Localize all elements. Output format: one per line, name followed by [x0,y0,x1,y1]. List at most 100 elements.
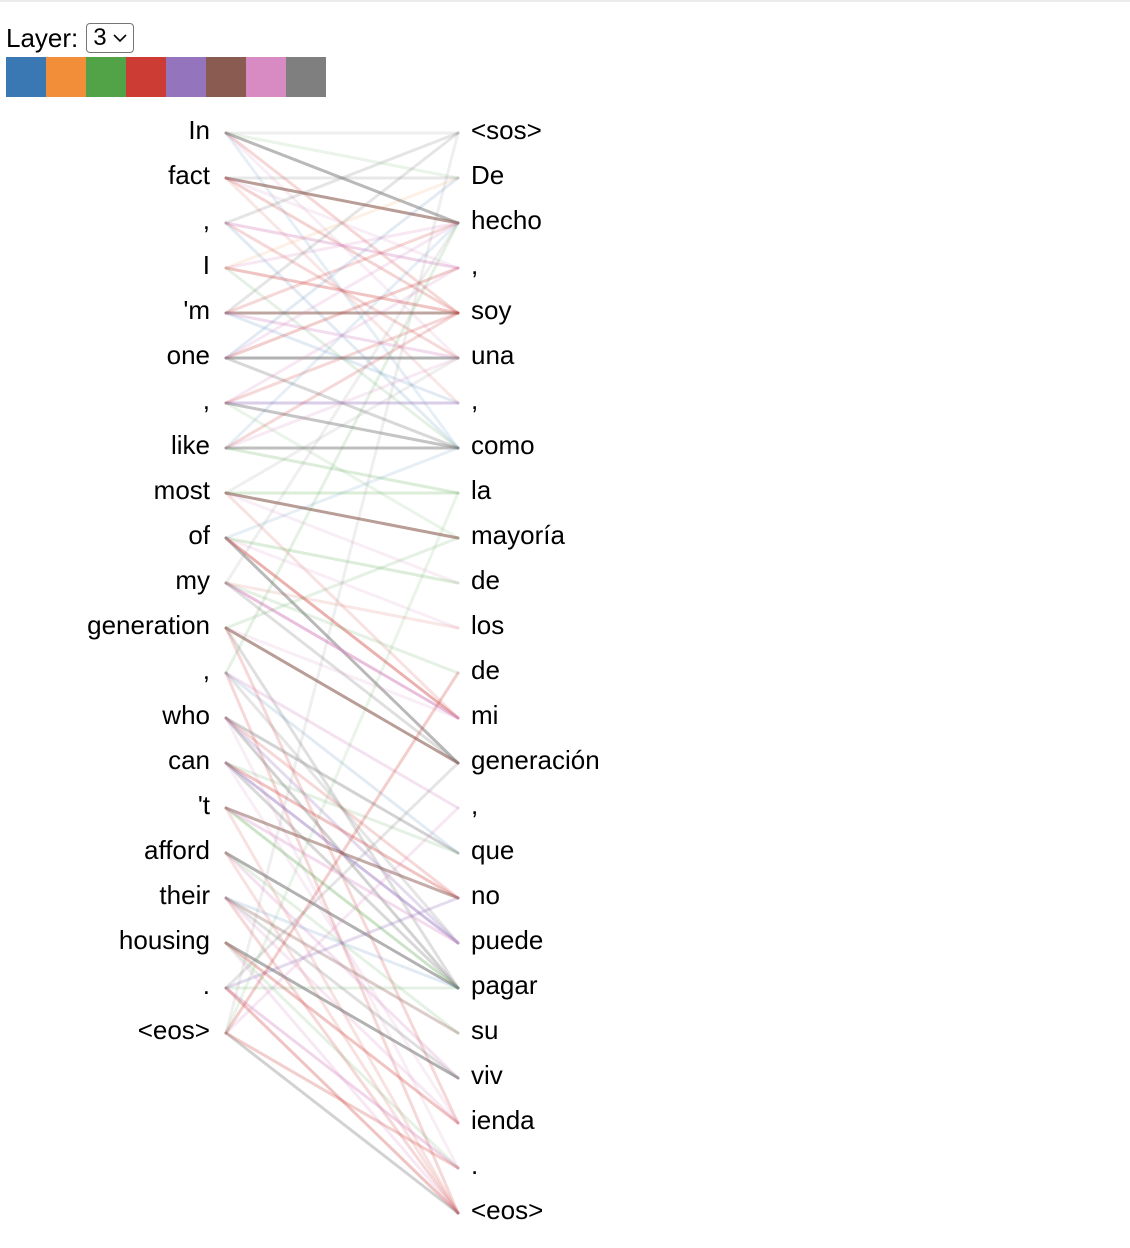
target-token[interactable]: mi [471,700,498,730]
attention-link [224,986,460,1170]
head-swatch-2[interactable] [46,57,86,97]
head-swatch-7[interactable] [246,57,286,97]
attention-link [224,446,460,495]
attention-link [224,176,460,270]
attention-link [224,491,460,585]
attention-link [224,806,460,1035]
source-token[interactable]: 'm [183,295,210,325]
attention-link [224,671,460,855]
chevron-down-icon [113,33,127,43]
attention-link [224,716,460,945]
attention-link [224,491,460,1035]
attention-link [224,626,460,720]
attention-link [224,491,460,540]
head-swatch-8[interactable] [286,57,326,97]
target-token[interactable]: hecho [471,205,542,235]
source-token[interactable]: housing [119,925,210,955]
attention-link [224,266,460,405]
source-token[interactable]: their [159,880,210,910]
target-token[interactable]: <sos> [471,115,542,145]
head-swatch-1[interactable] [6,57,46,97]
source-token[interactable]: 't [198,790,211,820]
top-divider [0,0,1130,2]
attention-link [224,1031,460,1215]
attention-link [224,671,460,945]
attention-link [224,806,460,990]
source-token[interactable]: generation [87,610,210,640]
head-swatch-4[interactable] [126,57,166,97]
attention-link [224,356,460,495]
source-token[interactable]: of [188,520,210,550]
attention-link [224,356,460,450]
target-token[interactable]: generación [471,745,600,775]
source-token[interactable]: who [161,700,210,730]
attention-link [224,941,460,1125]
target-token[interactable]: <eos> [471,1195,543,1225]
attention-link [224,806,460,945]
attention-link [224,896,460,990]
attention-link [224,311,460,450]
source-token[interactable]: afford [144,835,210,865]
target-token[interactable]: puede [471,925,543,955]
attention-link [224,896,460,1215]
attention-link [224,851,460,1080]
target-token[interactable]: , [471,385,478,415]
head-swatch-3[interactable] [86,57,126,97]
target-token[interactable]: de [471,655,500,685]
attention-link [224,941,460,1170]
target-token[interactable]: como [471,430,535,460]
attention-link [224,761,460,855]
attention-link [224,131,460,225]
source-token[interactable]: <eos> [138,1015,210,1045]
layer-select[interactable]: 3 [86,23,134,53]
source-token[interactable]: , [203,655,210,685]
source-token[interactable]: I [203,250,210,280]
attention-link [224,941,460,1215]
target-token[interactable]: . [471,1150,478,1180]
target-token[interactable]: De [471,160,504,190]
source-token[interactable]: . [203,970,210,1000]
target-token[interactable]: que [471,835,514,865]
target-token[interactable]: , [471,790,478,820]
attention-link [224,806,460,900]
attention-link [224,896,460,1035]
attention-link [224,851,460,990]
target-token[interactable]: viv [471,1060,503,1090]
target-token[interactable]: los [471,610,504,640]
attention-link [224,761,460,990]
source-token[interactable]: , [203,385,210,415]
source-token[interactable]: most [154,475,211,505]
attention-link [224,221,460,360]
source-token[interactable]: fact [168,160,211,190]
attention-link [224,176,460,360]
target-token[interactable]: de [471,565,500,595]
source-token[interactable]: like [171,430,210,460]
head-swatch-5[interactable] [166,57,206,97]
attention-link [224,536,460,630]
target-token[interactable]: ienda [471,1105,535,1135]
head-swatch-6[interactable] [206,57,246,97]
source-token[interactable]: one [167,340,210,370]
target-token[interactable]: , [471,250,478,280]
source-token[interactable]: In [188,115,210,145]
target-token[interactable]: su [471,1015,498,1045]
attention-link [224,581,460,675]
attention-link [224,221,460,675]
source-token[interactable]: can [168,745,210,775]
target-token[interactable]: soy [471,295,511,325]
attention-link [224,131,460,315]
target-token[interactable]: la [471,475,492,505]
attention-link [224,626,460,765]
target-token[interactable]: una [471,340,515,370]
target-tokens: <sos> De hecho, soy una, como la mayoría de los de… [471,115,600,1225]
target-token[interactable]: pagar [471,970,538,1000]
target-token[interactable]: mayoría [471,520,565,550]
target-token[interactable]: no [471,880,500,910]
source-token[interactable]: my [175,565,210,595]
attention-link [224,761,460,990]
attention-link [224,536,460,630]
attention-link [224,626,460,990]
attention-link [224,221,460,450]
attention-link [224,401,460,540]
source-token[interactable]: , [203,205,210,235]
